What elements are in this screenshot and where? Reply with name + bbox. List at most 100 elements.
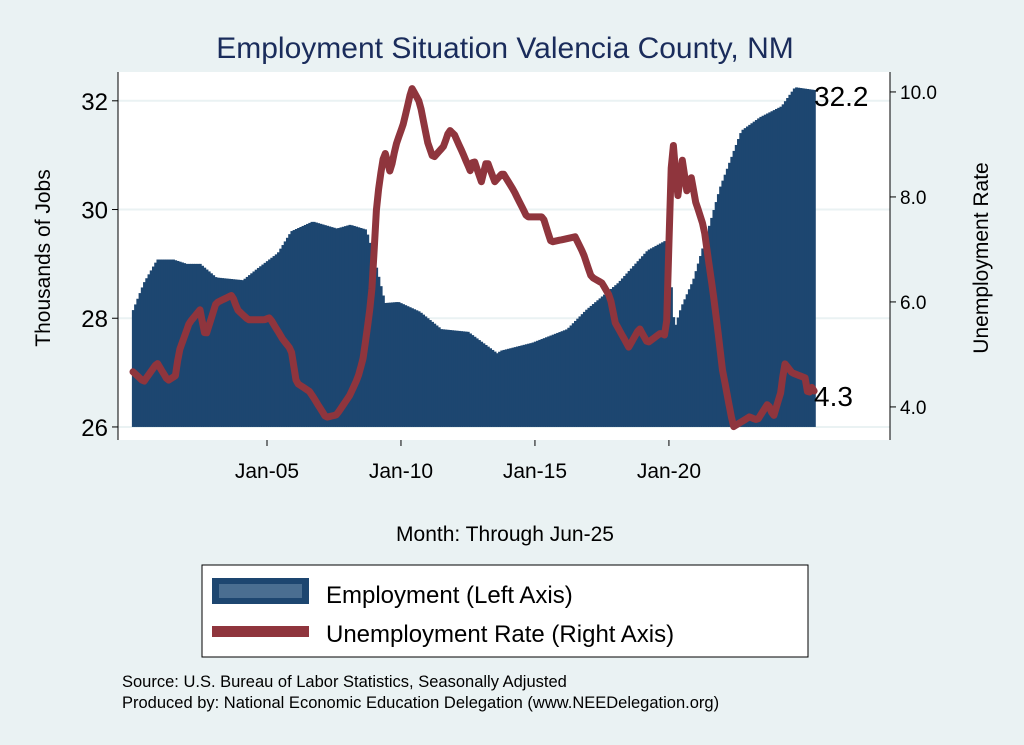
employment-bar xyxy=(571,323,575,427)
employment-bar xyxy=(154,262,158,427)
employment-bar xyxy=(478,340,481,427)
employment-bar xyxy=(402,304,405,427)
y-axis-right-title: Unemployment Rate xyxy=(970,162,993,353)
employment-bar xyxy=(272,256,276,427)
employment-bar xyxy=(772,110,776,427)
x-tick-label: Jan-10 xyxy=(369,460,433,483)
x-tick-label: Jan-15 xyxy=(503,460,567,483)
employment-bar xyxy=(359,228,363,427)
employment-bar xyxy=(408,307,412,427)
employment-bar xyxy=(163,259,166,427)
legend: Employment (Left Axis) Unemployment Rate… xyxy=(201,564,809,658)
employment-bar xyxy=(245,276,249,427)
employment-bar xyxy=(788,94,792,427)
employment-bar xyxy=(415,310,419,427)
employment-bar xyxy=(440,329,443,427)
y-tick-label-left: 26 xyxy=(81,415,108,442)
employment-bar xyxy=(565,329,568,427)
employment-bar xyxy=(725,168,729,427)
employment-bar xyxy=(611,287,615,427)
end-label-employment: 32.2 xyxy=(814,81,869,112)
employment-bar xyxy=(232,279,236,427)
employment-bar xyxy=(196,263,200,427)
employment-bar xyxy=(692,278,696,427)
employment-bar xyxy=(536,340,539,427)
employment-bar xyxy=(498,351,501,427)
employment-bar xyxy=(424,316,428,427)
employment-bar xyxy=(623,275,626,427)
employment-bar xyxy=(670,287,673,427)
employment-bar xyxy=(431,321,434,427)
employment-bar xyxy=(801,88,805,427)
employment-bar xyxy=(368,242,372,427)
employment-bar xyxy=(491,349,495,427)
employment-bar xyxy=(216,277,220,427)
employment-bar xyxy=(551,334,555,427)
employment-bar xyxy=(723,174,727,427)
employment-bar xyxy=(444,329,448,427)
employment-bar xyxy=(469,333,472,427)
employment-bar xyxy=(143,282,146,427)
employment-bar xyxy=(355,226,359,427)
employment-bar xyxy=(763,114,767,427)
employment-bar xyxy=(500,350,504,427)
employment-bar xyxy=(569,325,573,427)
employment-bar xyxy=(475,338,479,427)
employment-bar xyxy=(147,274,151,427)
employment-bar xyxy=(205,269,209,427)
employment-bar xyxy=(752,121,756,427)
employment-bar xyxy=(176,260,180,427)
employment-bar xyxy=(687,289,691,427)
employment-bar xyxy=(761,115,765,427)
employment-bar xyxy=(451,330,455,427)
employment-bar xyxy=(495,353,499,427)
employment-bar xyxy=(685,294,689,427)
employment-bar xyxy=(277,252,280,427)
employment-bar xyxy=(591,304,595,427)
employment-bar xyxy=(464,331,468,427)
employment-bar xyxy=(201,265,204,427)
employment-bar xyxy=(149,270,153,427)
employment-bar xyxy=(527,343,530,427)
employment-bar xyxy=(290,231,294,427)
employment-bar xyxy=(218,277,222,427)
legend-swatch-employment-inner xyxy=(219,584,302,598)
employment-bar xyxy=(562,330,566,427)
employment-bar xyxy=(710,217,714,427)
employment-bar xyxy=(306,223,309,427)
employment-bar xyxy=(732,150,736,427)
employment-bar xyxy=(435,325,439,427)
employment-bar xyxy=(274,254,278,427)
employment-bar xyxy=(442,329,446,427)
employment-bar xyxy=(750,123,754,427)
employment-bar xyxy=(605,292,609,427)
employment-bar xyxy=(395,302,399,427)
employment-bar xyxy=(531,342,535,427)
employment-bar xyxy=(667,257,671,427)
legend-label-unemployment: Unemployment Rate (Right Axis) xyxy=(326,621,674,648)
employment-bar xyxy=(326,225,329,427)
employment-bar xyxy=(792,88,796,427)
employment-bar xyxy=(705,233,709,427)
employment-bar xyxy=(227,278,231,427)
employment-bar xyxy=(288,234,292,427)
employment-bar xyxy=(524,344,528,427)
employment-bar xyxy=(701,248,705,427)
employment-bar xyxy=(145,278,149,427)
employment-bar xyxy=(507,348,510,427)
legend-label-employment: Employment (Left Axis) xyxy=(326,582,573,609)
employment-bar xyxy=(582,311,586,427)
employment-bar xyxy=(335,228,338,427)
employment-bar xyxy=(690,284,693,427)
employment-bar xyxy=(239,279,242,427)
employment-bar xyxy=(520,345,524,427)
employment-bar xyxy=(730,156,734,427)
employment-bar xyxy=(156,259,160,427)
employment-bar xyxy=(294,229,298,427)
employment-bar xyxy=(745,126,749,427)
employment-bar xyxy=(404,305,408,427)
employment-bar xyxy=(350,225,354,427)
employment-bar xyxy=(482,343,486,427)
employment-bar xyxy=(194,263,198,427)
